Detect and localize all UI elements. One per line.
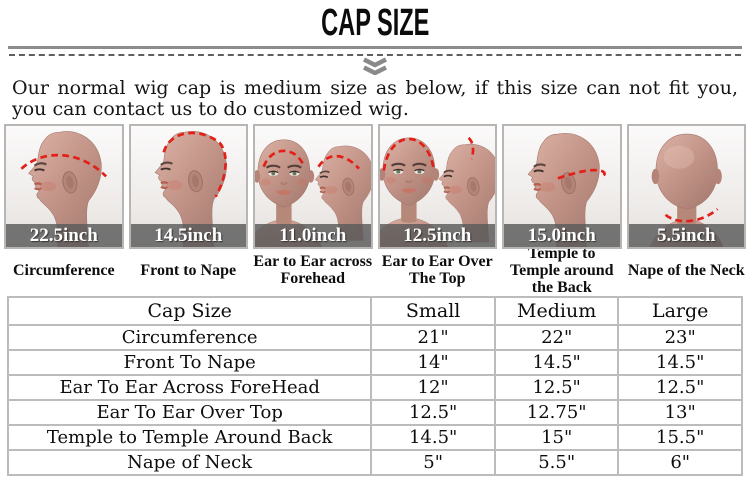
measurement-card-nape-of-neck: 5.5inch Nape of the Neck [626, 124, 746, 289]
cell-large: 15.5" [617, 424, 743, 451]
measurement-label: Nape of the Neck [627, 261, 745, 279]
cell-medium: 12.5" [493, 374, 620, 401]
mannequin-heads-front-profile-pair-illustration [379, 136, 495, 247]
circumference-measure-line [20, 153, 108, 178]
col-header-large: Large [617, 296, 743, 326]
head-photo: 22.5inch [4, 124, 124, 249]
measurement-label: Circumference [12, 261, 115, 279]
row-label: Ear To Ear Across ForeHead [6, 374, 373, 401]
cap-size-table: Cap Size Small Medium Large Circumferenc… [6, 296, 743, 476]
measurement-value: 14.5inch [154, 224, 223, 246]
row-label: Nape of Neck [6, 449, 373, 476]
cell-large: 14.5" [617, 349, 743, 376]
mannequin-head-profile-illustration [526, 132, 606, 247]
measurement-card-ear-to-ear-over-top: 12.5inch Ear to Ear Over The Top [377, 124, 497, 289]
mannequin-head-profile-illustration [153, 130, 228, 247]
head-photo: 12.5inch [377, 124, 497, 249]
table-row-front-to-nape: Front To Nape 14" 14.5" 14.5" [6, 349, 743, 376]
measurement-value-band: 22.5inch [6, 224, 122, 247]
head-photo: 15.0inch [502, 124, 622, 249]
intro-line-1: Our normal wig cap is medium size as bel… [12, 77, 738, 99]
cell-medium: 22" [493, 324, 620, 351]
cell-small: 12.5" [370, 399, 496, 426]
measurement-card-circumference: 22.5inch Circumference [4, 124, 124, 289]
table-header-row: Cap Size Small Medium Large [6, 296, 743, 326]
measurement-value-band: 15.0inch [504, 224, 620, 247]
header: CAP SIZE [0, 0, 750, 45]
cell-large: 23" [617, 324, 743, 351]
measurement-card-temple-to-temple: 15.0inch Temple to Temple around the Bac… [502, 124, 622, 296]
col-header-cap-size: Cap Size [6, 296, 373, 326]
table-row-nape-of-neck: Nape of Neck 5" 5.5" 6" [6, 449, 743, 476]
table-row-temple-to-temple: Temple to Temple Around Back 14.5" 15" 1… [6, 424, 743, 451]
table-row-ear-to-ear-forehead: Ear To Ear Across ForeHead 12" 12.5" 12.… [6, 374, 743, 401]
intro-line-2: you can contact us to do customized wig. [12, 98, 409, 120]
measurement-card-front-to-nape: 14.5inch Front to Nape [128, 124, 248, 289]
mannequin-head-three-quarter-illustration [20, 130, 108, 247]
over-top-measure-line-2 [467, 136, 474, 160]
measurement-label: Temple to Temple around the Back [509, 244, 614, 296]
horizontal-rule [8, 46, 742, 49]
col-header-medium: Medium [493, 296, 620, 326]
measurement-label: Ear to Ear across Forehead [253, 253, 373, 287]
measurement-card-ear-to-ear-forehead: 11.0inch Ear to Ear across Forehead [253, 124, 373, 289]
intro-paragraph: Our normal wig cap is medium size as bel… [12, 78, 738, 120]
measurement-cards-row: 22.5inch Circumference 14.5inch Front to… [0, 124, 750, 296]
measurement-value: 12.5inch [403, 224, 472, 246]
cell-large: 6" [617, 449, 743, 476]
row-label: Ear To Ear Over Top [6, 399, 373, 426]
col-header-small: Small [370, 296, 496, 326]
cell-small: 14" [370, 349, 496, 376]
double-chevron-down-icon [362, 57, 388, 76]
over-top-measure-line [382, 137, 435, 171]
divider-icon-wrap [0, 57, 750, 77]
cell-medium: 12.75" [493, 399, 620, 426]
cell-large: 12.5" [617, 374, 743, 401]
head-photo: 11.0inch [253, 124, 373, 249]
cell-medium: 15" [493, 424, 620, 451]
front-to-nape-measure-line [161, 131, 227, 198]
measurement-value: 11.0inch [279, 224, 347, 246]
cell-small: 21" [370, 324, 496, 351]
hairline-measure-line [262, 149, 306, 168]
nape-measure-line [664, 208, 718, 223]
mannequin-head-back-illustration [649, 133, 724, 247]
temple-around-back-measure-line [557, 168, 606, 180]
cell-medium: 14.5" [493, 349, 620, 376]
cell-small: 5" [370, 449, 496, 476]
hairline-measure-line-2 [317, 154, 360, 170]
cell-medium: 5.5" [493, 449, 620, 476]
cell-small: 12" [370, 374, 496, 401]
measurement-value: 22.5inch [29, 224, 98, 246]
measurement-value-band: 11.0inch [255, 224, 371, 247]
cell-large: 13" [617, 399, 743, 426]
measurement-value: 15.0inch [527, 224, 596, 246]
measurement-label: Front to Nape [140, 261, 237, 279]
measurement-value-band: 12.5inch [379, 224, 495, 247]
table-row-circumference: Circumference 21" 22" 23" [6, 324, 743, 351]
row-label: Circumference [6, 324, 373, 351]
measurement-value: 5.5inch [656, 224, 716, 246]
row-label: Temple to Temple Around Back [6, 424, 373, 451]
measurement-label: Ear to Ear Over The Top [381, 253, 493, 287]
measurement-value-band: 5.5inch [628, 224, 744, 247]
measurement-value-band: 14.5inch [130, 224, 246, 247]
page-title: CAP SIZE [320, 2, 430, 44]
dashed-divider [9, 54, 741, 56]
cell-small: 14.5" [370, 424, 496, 451]
table-row-ear-to-ear-over-top: Ear To Ear Over Top 12.5" 12.75" 13" [6, 399, 743, 426]
mannequin-heads-front-pair-illustration [255, 138, 371, 247]
row-label: Front To Nape [6, 349, 373, 376]
head-photo: 5.5inch [626, 124, 746, 249]
head-photo: 14.5inch [128, 124, 248, 249]
